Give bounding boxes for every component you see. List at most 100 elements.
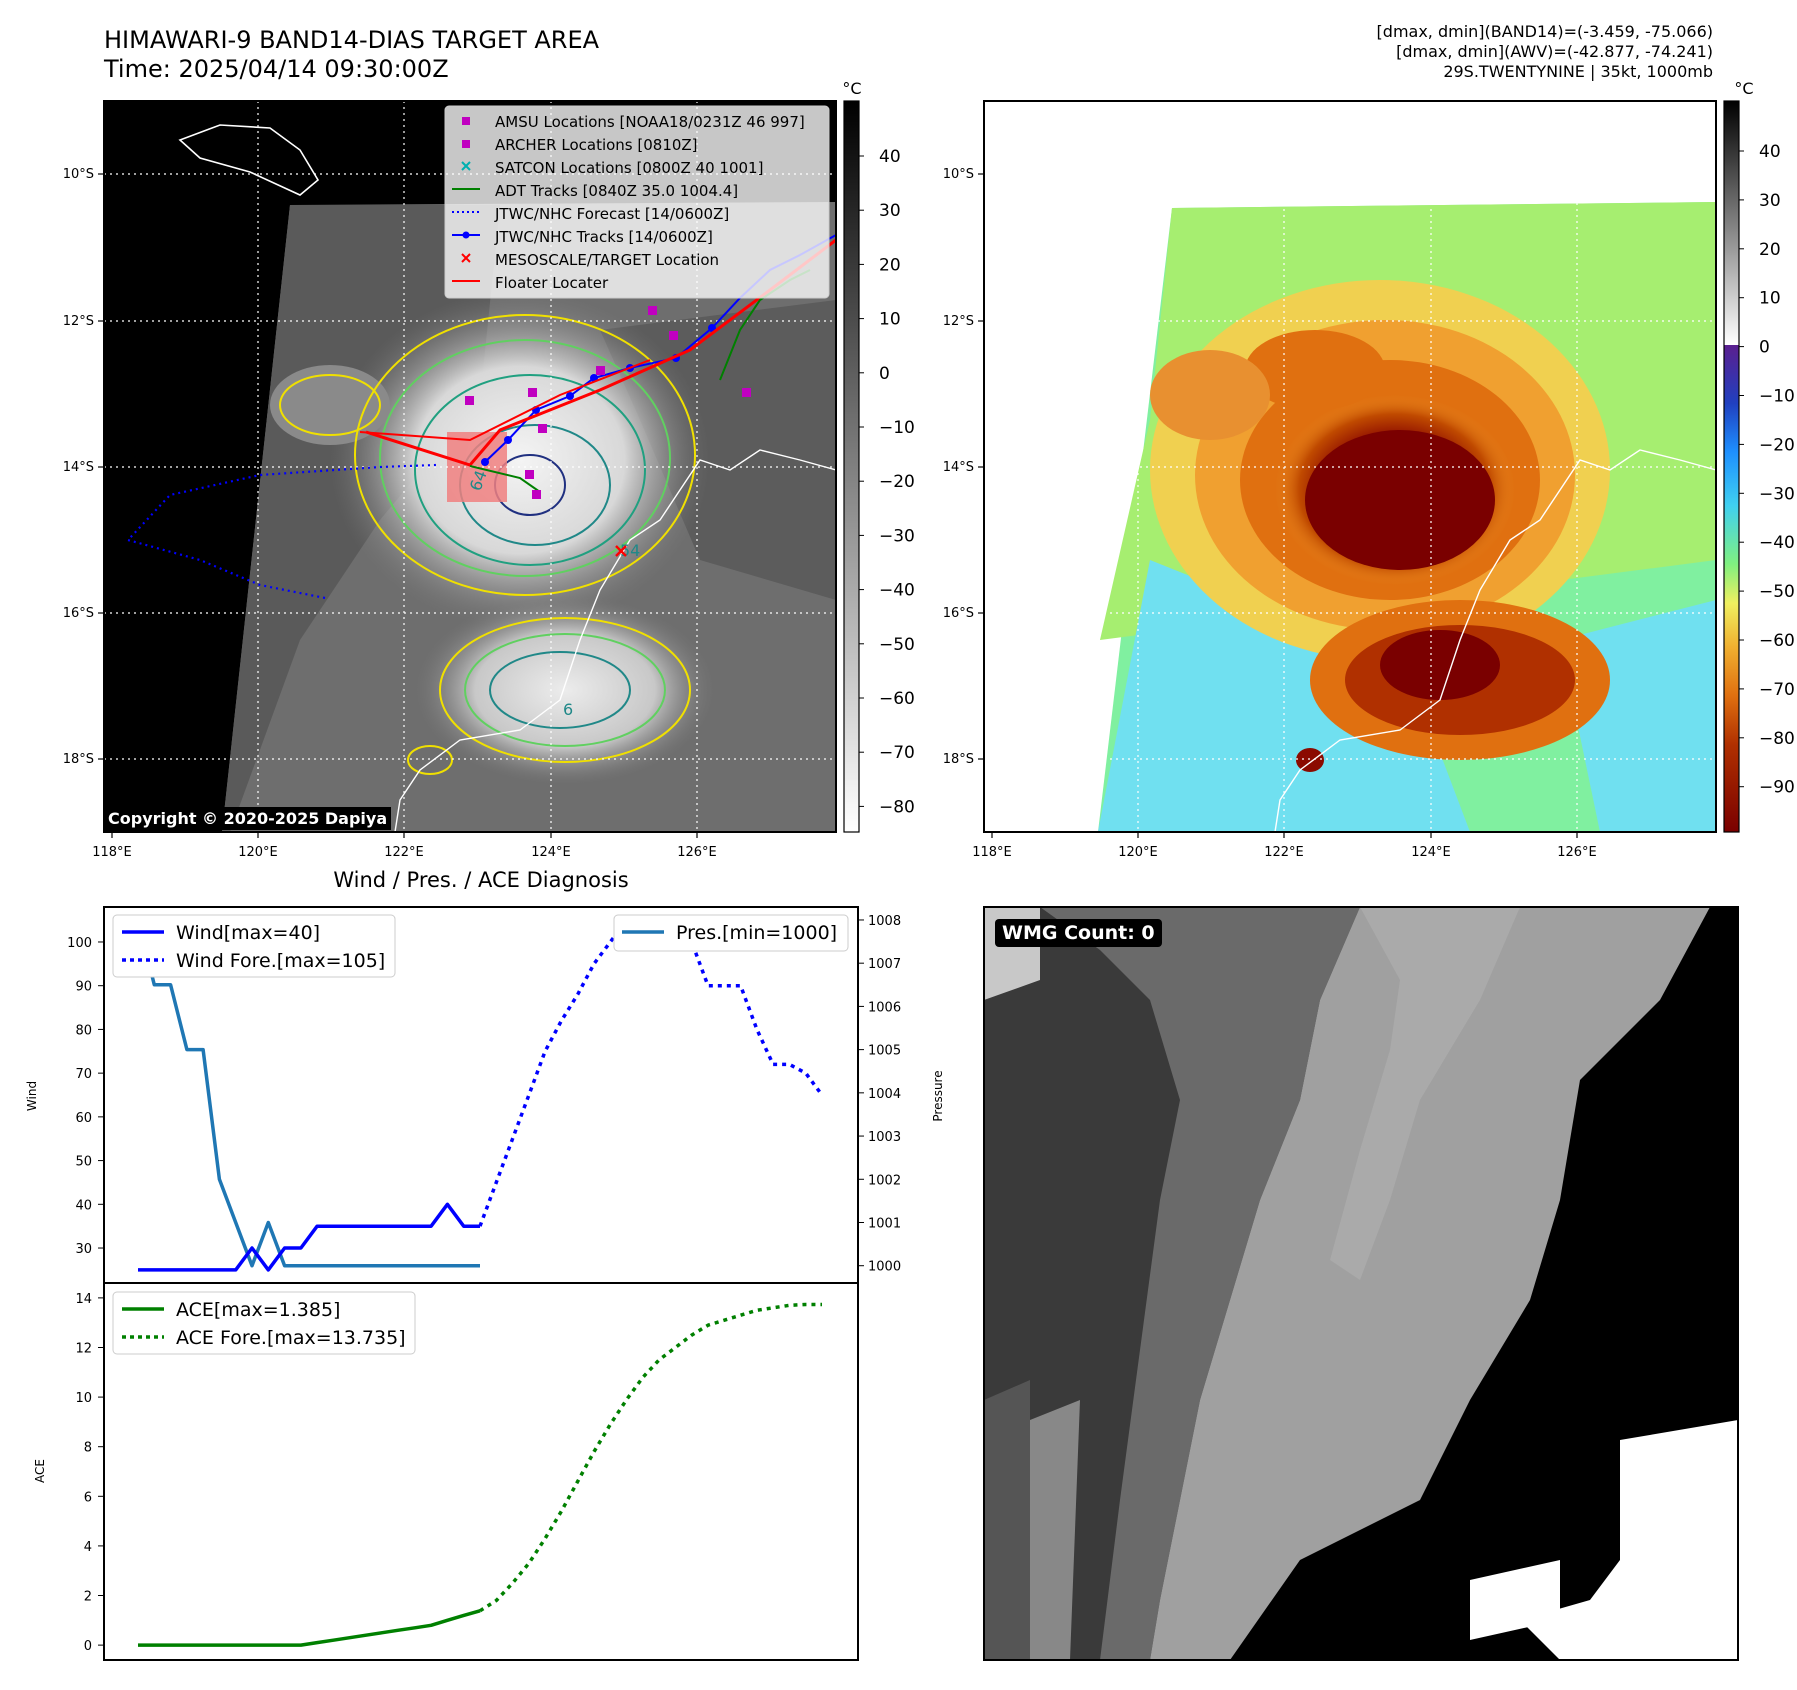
wind-axis-tick: 30 [75, 1242, 92, 1257]
pressure-axis-tick: 1005 [868, 1044, 901, 1059]
enhanced-map-lon-tick: 124°E [1411, 845, 1451, 860]
wind-forecast-series-line [478, 918, 824, 1227]
ace-legend: ACE[max=1.385] ACE Fore.[max=13.735] [112, 1291, 416, 1355]
ace-axis-tick: 14 [75, 1292, 92, 1307]
pressure-axis-tick: 1008 [868, 914, 901, 929]
gray-colorbar-tick: 40 [879, 147, 901, 167]
wind-axis-label: Wind [25, 1081, 39, 1111]
color-colorbar-tick: −70 [1759, 680, 1795, 700]
gray-colorbar-tick: 10 [879, 310, 901, 330]
legend-label-amsu: AMSU Locations [NOAA18/0231Z 46 997] [495, 113, 805, 131]
color-colorbar-tick: −60 [1759, 631, 1795, 651]
enhanced-map-panel [984, 101, 1716, 832]
wind-axis-tick: 60 [75, 1111, 92, 1126]
diagnosis-title: Wind / Pres. / ACE Diagnosis [333, 868, 628, 892]
wmg-panel [983, 906, 1739, 1661]
gray-colorbar-tick: −30 [879, 526, 915, 546]
color-colorbar-tick: −50 [1759, 582, 1795, 602]
color-colorbar-tick: −80 [1759, 729, 1795, 749]
enhanced-map-lat-tick: 10°S [943, 167, 974, 182]
ace-axis-tick: 4 [84, 1540, 92, 1555]
ace-axis-tick: 10 [75, 1391, 92, 1406]
legend-ace: ACE[max=1.385] [176, 1299, 340, 1321]
legend-tracks-marker [452, 231, 480, 239]
mesoscale-marker [615, 545, 627, 557]
color-colorbar-tick: −40 [1759, 533, 1795, 553]
color-colorbar-tick: 20 [1759, 240, 1781, 260]
color-colorbar-tick: −20 [1759, 435, 1795, 455]
legend-label-forecast: JTWC/NHC Forecast [14/0600Z] [494, 205, 729, 223]
gray-colorbar-tick: 20 [879, 255, 901, 275]
legend-ace-fore: ACE Fore.[max=13.735] [176, 1327, 406, 1349]
color-colorbar-tick: 10 [1759, 289, 1781, 309]
image-time: Time: 2025/04/14 09:30:00Z [104, 55, 449, 83]
wind-series-line [138, 1202, 480, 1272]
gray-colorbar-tick: 30 [879, 201, 901, 221]
map-legend: AMSU Locations [NOAA18/0231Z 46 997] ARC… [444, 105, 830, 299]
gray-colorbar-tick: −60 [879, 689, 915, 709]
wind-axis-tick: 40 [75, 1198, 92, 1213]
legend-label-adt: ADT Tracks [0840Z 35.0 1004.4] [495, 182, 738, 200]
ir-map-lat-tick: 10°S [63, 167, 94, 182]
color-colorbar-tick: −10 [1759, 387, 1795, 407]
copyright-label: Copyright © 2020-2025 Dapiya [104, 807, 392, 830]
ace-series-line [138, 1609, 481, 1647]
pressure-axis-tick: 1000 [868, 1260, 901, 1275]
ir-map-lon-tick: 122°E [384, 845, 424, 860]
pressure-axis-tick: 1006 [868, 1000, 901, 1015]
wmg-count-badge: WMG Count: 0 [995, 919, 1162, 947]
pressure-axis-tick: 1003 [868, 1130, 901, 1145]
pressure-series-line [136, 919, 480, 1268]
legend-wind-fore: Wind Fore.[max=105] [176, 950, 385, 972]
gray-colorbar-tick: −40 [879, 581, 915, 601]
ace-forecast-series-line [479, 1302, 822, 1613]
legend-label-archer: ARCHER Locations [0810Z] [495, 136, 698, 154]
legend-label-mesoscale: MESOSCALE/TARGET Location [495, 251, 719, 269]
wind-axis-tick: 50 [75, 1155, 92, 1170]
color-colorbar-tick: 40 [1759, 142, 1781, 162]
legend-pres: Pres.[min=1000] [676, 922, 837, 944]
ir-map-lon-tick: 124°E [531, 845, 571, 860]
info-awv: [dmax, dmin](AWV)=(-42.877, -74.241) [1396, 42, 1713, 61]
ace-axis-tick: 6 [84, 1490, 92, 1505]
contour-label-6: 6 [563, 700, 573, 719]
pressure-axis-tick: 1002 [868, 1173, 901, 1188]
pressure-axis-tick: 1007 [868, 957, 901, 972]
color-colorbar-tick: 30 [1759, 191, 1781, 211]
enhanced-map-lon-tick: 122°E [1264, 845, 1304, 860]
enhanced-map-lat-tick: 18°S [943, 752, 974, 767]
gray-colorbar-tick: 0 [879, 364, 890, 384]
image-title: HIMAWARI-9 BAND14-DIAS TARGET AREA [104, 26, 600, 54]
legend-wind: Wind[max=40] [176, 922, 320, 944]
info-storm: 29S.TWENTYNINE | 35kt, 1000mb [1443, 62, 1713, 81]
ace-axes [103, 1282, 859, 1661]
enhanced-map-lat-tick: 14°S [943, 460, 974, 475]
gray-colorbar-tick: −50 [879, 635, 915, 655]
ace-axis-tick: 0 [84, 1639, 92, 1654]
ir-map-lon-tick: 118°E [92, 845, 132, 860]
wind-axis-tick: 70 [75, 1067, 92, 1082]
gray-colorbar-tick: −70 [879, 743, 915, 763]
color-colorbar-tick: 0 [1759, 338, 1770, 358]
gray-colorbar-tick: −80 [879, 797, 915, 817]
gray-colorbar-tick: −10 [879, 418, 915, 438]
legend-archer-marker [462, 140, 470, 148]
pres-legend: Pres.[min=1000] [613, 914, 849, 952]
ir-map-lon-tick: 126°E [677, 845, 717, 860]
gray-colorbar: °C 40 30 20 10 0 −10 −20 −30 −40 −50 −60 −70 −80 [842, 79, 915, 833]
color-colorbar-tick: −30 [1759, 484, 1795, 504]
wind-axis-tick: 100 [67, 936, 92, 951]
ace-axis-label: ACE [33, 1459, 47, 1483]
ace-axis-tick: 8 [84, 1441, 92, 1456]
legend-satcon-marker [461, 161, 471, 171]
pressure-axis-label: Pressure [931, 1070, 945, 1121]
gray-colorbar-tick: −20 [879, 472, 915, 492]
ace-axis-tick: 12 [75, 1341, 92, 1356]
wind-axis-tick: 90 [75, 980, 92, 995]
pressure-axis-tick: 1001 [868, 1216, 901, 1231]
ir-map-lat-tick: 16°S [63, 606, 94, 621]
ir-map-lat-tick: 18°S [63, 752, 94, 767]
ir-map-lat-tick: 14°S [63, 460, 94, 475]
legend-label-tracks: JTWC/NHC Tracks [14/0600Z] [494, 228, 713, 246]
